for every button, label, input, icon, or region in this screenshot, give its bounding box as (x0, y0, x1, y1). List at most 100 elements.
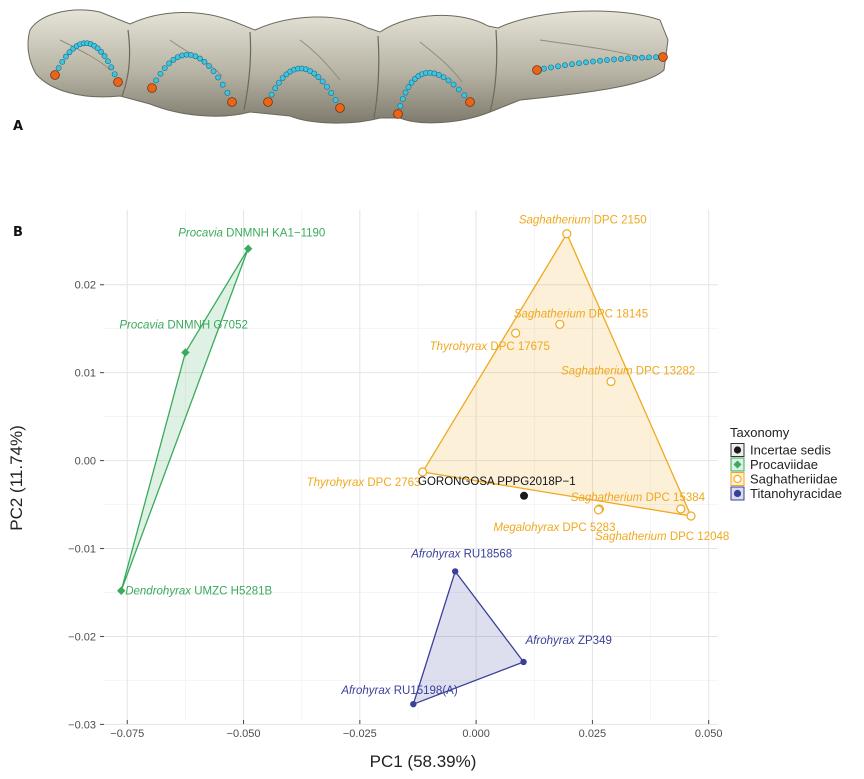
specimen-label: Saghatherium DPC 15384 (571, 492, 706, 504)
semilandmark-dot (275, 79, 282, 86)
x-tick-label: 0.000 (462, 728, 490, 740)
semilandmark-dot (604, 57, 610, 63)
convex-hulls (120, 233, 692, 705)
x-tick-label: 0.025 (579, 728, 607, 740)
specimen-id: DPC 12048 (667, 531, 730, 543)
semilandmark-dot (279, 75, 286, 81)
specimen-id: DPC 2150 (590, 215, 646, 227)
semilandmark-dot (224, 89, 231, 96)
genus-name: Procavia (119, 319, 164, 331)
legend-title: Taxonomy (730, 425, 790, 440)
semilandmark-dot (455, 86, 462, 93)
specimen-label: Saghatherium DPC 2150 (519, 215, 647, 227)
semilandmark-dot (161, 65, 168, 72)
semilandmark-dot (94, 45, 101, 52)
semilandmark-dot (397, 103, 404, 109)
specimen-id: DPC 2763 (364, 477, 420, 489)
fixed-landmark-dot (227, 97, 237, 107)
specimen-label: Thyrohyrax DPC 17675 (430, 341, 550, 353)
legend-label: Procaviidae (750, 457, 818, 472)
specimen-id: DPC 5283 (559, 522, 615, 534)
semilandmark-dot (315, 74, 322, 80)
point-saghatheriidae (676, 504, 686, 514)
fixed-landmark-dot (335, 103, 345, 113)
y-axis-label: PC2 (11.74%) (7, 425, 26, 531)
semilandmark-dot (157, 70, 164, 77)
point-saghatheriidae (593, 505, 604, 515)
semilandmark-dot (555, 63, 561, 70)
landmark-curves (50, 40, 668, 119)
hull-titanohyracidae (412, 570, 525, 705)
genus-name: Megalohyrax (493, 522, 560, 534)
specimen-label: GORONGOSA PPPG2018P−1 (418, 476, 576, 488)
fixed-landmark-dot (532, 65, 542, 75)
hull-saghatheriidae (421, 233, 692, 517)
semilandmark-dot (215, 74, 222, 81)
genus-name: Afrohyrax (410, 548, 461, 560)
legend-marker (733, 446, 742, 454)
specimen-id: DPC 15384 (642, 492, 705, 504)
semilandmark-dot (639, 54, 645, 61)
genus-name: Dendrohyrax (125, 586, 192, 598)
specimen-id: UMZC H5281B (191, 586, 272, 598)
point-saghatheriidae (562, 229, 572, 239)
point-saghatheriidae (511, 328, 521, 338)
point-titanohyracidae (451, 568, 459, 575)
semilandmark-dot (201, 58, 208, 65)
semilandmark-dot (111, 71, 118, 78)
semilandmark-dot (548, 64, 554, 71)
point-titanohyracidae (520, 658, 527, 666)
semilandmark-dot (272, 85, 279, 92)
genus-name: Saghatherium (561, 365, 633, 377)
specimen-label: Thyrohyrax DPC 2763 (307, 477, 421, 489)
y-tick-label: 0.01 (75, 368, 96, 380)
plot-area (104, 210, 718, 720)
genus-name: Afrohyrax (525, 635, 576, 647)
y-tick-label: −0.03 (68, 719, 96, 731)
specimen-label: Saghatherium DPC 18145 (514, 308, 648, 320)
specimen-id: DNMNH G7052 (164, 319, 248, 331)
panel-a-letter: A (13, 119, 24, 134)
semilandmark-dot (153, 77, 160, 84)
fixed-landmark-dot (465, 97, 475, 107)
semilandmark-dot (461, 92, 468, 99)
specimen-id: DPC 17675 (487, 341, 550, 353)
x-axis-label: PC1 (58.39%) (370, 752, 477, 771)
genus-name: Saghatherium (519, 215, 591, 227)
axis-ticks: −0.075 −0.050 −0.025 0.000 0.025 0.050 −0.03 −0… (68, 280, 722, 740)
semilandmark-dot (66, 49, 73, 56)
semilandmark-dot (590, 58, 596, 65)
genus-name: Saghatherium (514, 308, 586, 320)
legend-label: Saghatheriidae (750, 472, 837, 487)
specimen-id: DPC 18145 (585, 308, 648, 320)
fixed-landmark-dot (113, 77, 123, 87)
semilandmark-dot (646, 54, 652, 61)
point-incertae-sedis (520, 491, 529, 500)
semilandmark-dot (597, 57, 603, 64)
specimen-label: Saghatherium DPC 12048 (595, 531, 729, 543)
genus-name: Thyrohyrax (430, 341, 489, 353)
fixed-landmark-dot (147, 83, 157, 93)
semilandmark-dot (55, 65, 62, 71)
semilandmark-dot (59, 58, 66, 65)
y-tick-label: 0.02 (75, 280, 96, 292)
semilandmark-dot (611, 56, 617, 63)
fixed-landmark-dot (658, 52, 668, 62)
specimen-id: RU18568 (460, 548, 512, 560)
specimen-label: Afrohyrax RU15198(A) (340, 685, 458, 697)
hull-procaviidae (120, 248, 249, 592)
point-saghatheriidae (686, 511, 696, 521)
genus-name: Afrohyrax (340, 685, 391, 697)
legend: Taxonomy Incertae sedisProcaviidaeSaghat… (730, 425, 842, 501)
legend-label: Titanohyracidae (750, 486, 842, 501)
specimen-label: Megalohyrax DPC 5283 (493, 522, 615, 534)
semilandmark-dot (206, 63, 212, 69)
semilandmark-dot (311, 70, 318, 77)
genus-name: Procavia (178, 228, 223, 240)
legend-marker (733, 474, 742, 484)
y-tick-label: 0.00 (75, 456, 96, 468)
x-tick-label: 0.050 (695, 728, 723, 740)
semilandmark-dot (435, 71, 442, 78)
semilandmark-dot (625, 55, 631, 62)
y-tick-label: −0.02 (68, 631, 96, 643)
